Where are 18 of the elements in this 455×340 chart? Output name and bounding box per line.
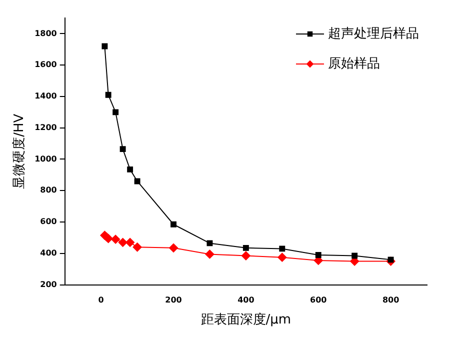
y-axis-title: 显微硬度/HV — [11, 114, 28, 189]
y-tick-label: 1000 — [34, 154, 58, 164]
y-tick-label: 1400 — [34, 92, 58, 101]
x-tick-label: 0 — [98, 296, 104, 305]
x-tick-label: 800 — [382, 296, 400, 305]
y-tick-label: 400 — [40, 248, 58, 258]
x-axis-title: 距表面深度/μm — [200, 312, 292, 328]
legend-label: 超声处理后样品 — [328, 26, 419, 42]
x-tick-label: 400 — [238, 296, 255, 305]
x-tick-label: 600 — [310, 296, 328, 305]
y-tick-label: 200 — [40, 280, 58, 289]
y-tick-label: 1600 — [34, 60, 58, 70]
legend-label: 原始样品 — [328, 56, 380, 72]
y-tick-label: 600 — [40, 217, 58, 226]
x-tick-label: 200 — [165, 296, 182, 305]
y-tick-label: 1200 — [34, 122, 58, 132]
y-tick-label: 1800 — [34, 28, 58, 38]
y-tick-label: 800 — [40, 186, 58, 195]
